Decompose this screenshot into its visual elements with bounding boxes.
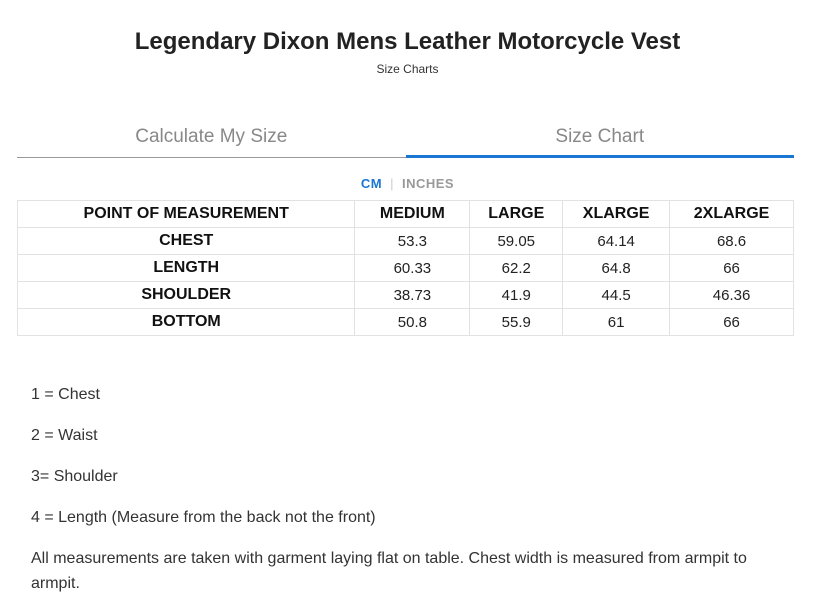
table-cell: 62.2: [469, 254, 564, 282]
tab-bar: Calculate My Size Size Chart: [17, 120, 794, 158]
note: 2 = Waist: [31, 427, 98, 444]
page-title: Legendary Dixon Mens Leather Motorcycle …: [134, 28, 681, 55]
table-cell: 59.05: [469, 227, 564, 255]
table-row: BOTTOM 50.8 55.9 61 66: [16, 308, 794, 336]
header-cell: MEDIUM: [354, 200, 471, 228]
table-cell: 66: [669, 308, 794, 336]
table-cell: 53.3: [354, 227, 471, 255]
table-cell: 55.9: [469, 308, 564, 336]
header-cell: POINT OF MEASUREMENT: [16, 200, 356, 228]
unit-inches-button[interactable]: INCHES: [401, 176, 455, 191]
row-label: LENGTH: [16, 254, 356, 282]
row-label: SHOULDER: [16, 281, 356, 309]
row-label: BOTTOM: [16, 308, 356, 336]
note: All measurements are taken with garment …: [31, 550, 747, 592]
size-table: POINT OF MEASUREMENT MEDIUM LARGE XLARGE…: [16, 200, 794, 336]
row-label: CHEST: [16, 227, 356, 255]
table-cell: 38.73: [354, 281, 471, 309]
table-cell: 64.8: [562, 254, 671, 282]
measurement-notes: 1 = Chest 2 = Waist 3= Shoulder 4 = Leng…: [31, 382, 791, 612]
header-cell: LARGE: [469, 200, 564, 228]
unit-toggle: CM | INCHES: [0, 176, 815, 191]
table-cell: 60.33: [354, 254, 471, 282]
table-cell: 44.5: [562, 281, 671, 309]
table-cell: 46.36: [669, 281, 794, 309]
table-row: SHOULDER 38.73 41.9 44.5 46.36: [16, 281, 794, 309]
note: 1 = Chest: [31, 386, 100, 403]
unit-cm-button[interactable]: CM: [360, 176, 383, 191]
tab-size-chart[interactable]: Size Chart: [405, 120, 794, 158]
table-cell: 61: [562, 308, 671, 336]
table-row: LENGTH 60.33 62.2 64.8 66: [16, 254, 794, 282]
divider: |: [390, 176, 394, 191]
table-header-row: POINT OF MEASUREMENT MEDIUM LARGE XLARGE…: [16, 200, 794, 228]
note: 3= Shoulder: [31, 468, 118, 485]
note: 4 = Length (Measure from the back not th…: [31, 509, 376, 526]
table-cell: 66: [669, 254, 794, 282]
page-subtitle: Size Charts: [376, 62, 439, 76]
table-cell: 50.8: [354, 308, 471, 336]
table-row: CHEST 53.3 59.05 64.14 68.6: [16, 227, 794, 255]
table-cell: 64.14: [562, 227, 671, 255]
tab-calculate-my-size[interactable]: Calculate My Size: [17, 120, 406, 158]
table-cell: 68.6: [669, 227, 794, 255]
header-cell: XLARGE: [562, 200, 671, 228]
header-cell: 2XLARGE: [669, 200, 794, 228]
table-cell: 41.9: [469, 281, 564, 309]
